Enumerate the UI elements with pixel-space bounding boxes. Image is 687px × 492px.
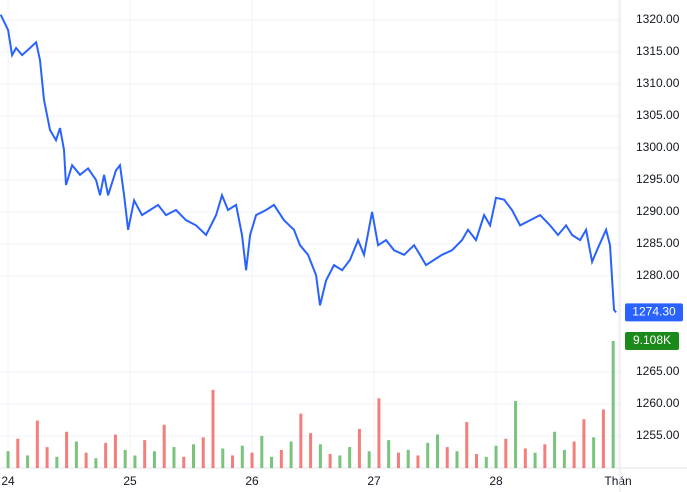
volume-bar [514,401,518,468]
volume-bar [601,409,605,468]
volume-bar [533,452,537,468]
volume-bar [260,435,264,468]
volume-bar [55,456,59,468]
volume-bar [133,455,137,468]
volume-bar [143,440,147,468]
volume-bar [592,437,596,468]
volume-label: 9.108K [633,333,671,347]
x-tick-label: Thán [604,474,631,488]
volume-bar [231,455,235,468]
volume-bar [221,448,225,468]
volume-bar [338,455,342,468]
x-tick-label: 27 [367,474,381,488]
volume-bar [104,442,108,468]
volume-label-box [625,332,679,350]
volume-bar [26,455,30,468]
volume-bar [240,445,244,468]
volume-bar [6,451,10,468]
volume-bar [35,420,39,468]
volume-bar [201,437,205,468]
x-tick-label: 28 [489,474,503,488]
volume-bar [582,419,586,468]
volume-bar [211,389,215,468]
volume-bar [182,456,186,468]
volume-bar [445,447,449,468]
y-tick-label: 1315.00 [636,44,680,58]
volume-bar [377,398,381,468]
y-tick-label: 1290.00 [636,204,680,218]
y-tick-label: 1320.00 [636,12,680,26]
y-tick-label: 1300.00 [636,140,680,154]
volume-bar [543,444,547,468]
volume-bar [435,434,439,468]
volume-bar [357,428,361,468]
volume-bar [309,433,313,468]
volume-bar [562,449,566,468]
volume-bar [572,441,576,468]
volume-bar [289,441,293,468]
x-tick-label: 25 [123,474,137,488]
volume-bar [113,434,117,468]
volume-bar [367,451,371,468]
y-tick-label: 1260.00 [636,396,680,410]
volume-bar [74,441,78,468]
volume-bar [475,454,479,468]
volume-bar [270,456,274,468]
volume-bar [123,449,127,468]
volume-bar [611,341,615,468]
volume-bar [279,449,283,468]
volume-bar [465,421,469,468]
price-label-box [625,303,683,322]
volume-bar [16,438,20,468]
volume-bar [191,444,195,468]
volume-bar [318,444,322,468]
volume-bar [84,452,88,468]
y-tick-label: 1295.00 [636,172,680,186]
price-label: 1274.30 [632,305,676,319]
volume-bar [504,438,508,468]
y-tick-label: 1280.00 [636,268,680,282]
price-line [0,14,617,314]
y-tick-label: 1285.00 [636,236,680,250]
volume-bar [523,448,527,468]
volume-bar [65,431,69,468]
volume-bar [152,451,156,468]
volume-bar [396,452,400,468]
volume-bar [455,451,459,468]
y-tick-label: 1265.00 [636,364,680,378]
volume-bar [387,440,391,468]
x-tick-label: 24 [1,474,15,488]
volume-bar [406,449,410,468]
y-tick-label: 1310.00 [636,76,680,90]
volume-bar [348,447,352,468]
volume-bar [94,458,98,468]
y-tick-label: 1305.00 [636,108,680,122]
volume-bar [299,413,303,468]
volume-bar [328,454,332,468]
volume-bar [45,447,49,468]
volume-bar [484,456,488,468]
volume-bar [426,442,430,468]
volume-bar [250,452,254,468]
volume-bar [494,445,498,468]
volume-bar [172,447,176,468]
y-tick-label: 1255.00 [636,428,680,442]
volume-bar [416,455,420,468]
x-tick-label: 26 [245,474,259,488]
volume-bar [553,431,557,468]
volume-bar [162,424,166,468]
